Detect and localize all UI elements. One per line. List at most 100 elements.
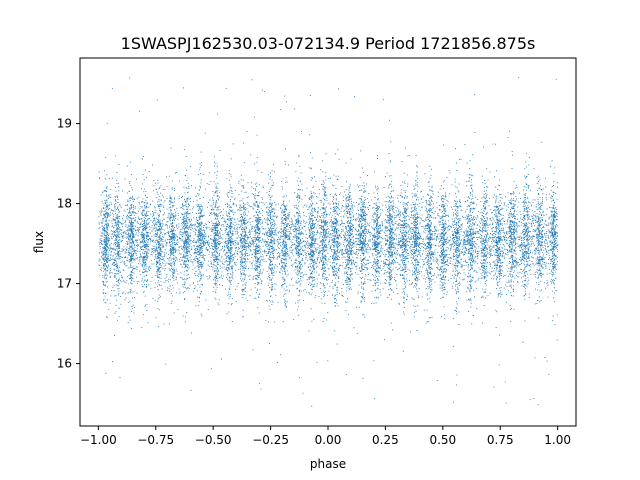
data-point [404,266,406,268]
data-point [349,214,351,216]
data-point [450,257,452,259]
data-point [349,205,351,207]
data-point [244,228,245,230]
data-point [511,287,513,289]
data-point [208,240,210,242]
data-point [137,220,139,222]
data-point [312,227,314,229]
data-point [268,203,270,205]
data-point [484,291,486,293]
data-point [458,311,460,313]
data-point [144,207,146,209]
data-point [510,251,512,253]
data-point [102,226,104,228]
data-point [161,258,163,260]
data-point [429,260,431,262]
data-point [175,276,177,278]
data-point [551,257,553,259]
data-point [415,255,417,257]
data-point [429,245,431,247]
data-point [165,264,167,266]
data-point [283,253,285,255]
data-point [554,211,556,213]
data-point [252,277,254,279]
data-point [120,240,122,242]
data-point [441,316,443,318]
data-point [333,246,335,248]
data-point [453,226,455,228]
data-point [105,247,107,249]
data-point [485,284,487,286]
data-point [362,259,364,261]
data-point [198,246,200,248]
data-point [194,234,196,236]
data-point [431,168,433,170]
data-point [321,214,323,216]
data-point [200,250,202,252]
data-point [311,238,313,240]
data-point [108,260,110,262]
data-point [259,273,261,275]
data-point [393,278,395,280]
data-point [335,264,337,266]
data-point [107,204,109,206]
data-point [229,255,231,257]
data-point [250,206,252,207]
data-point [439,234,441,236]
data-point [471,257,473,259]
data-point [203,231,205,233]
data-point [481,295,483,297]
data-point [311,240,313,242]
data-point [344,248,346,250]
data-point [255,250,256,252]
data-point [511,224,513,226]
data-point [455,244,457,246]
data-point [465,248,467,250]
data-point [381,252,383,254]
data-point [105,230,107,232]
data-point [163,218,165,220]
data-point [491,267,493,269]
data-point [261,172,263,174]
data-point [273,223,275,225]
data-point [337,206,339,208]
data-point [197,249,198,251]
data-point [453,221,455,223]
data-point [394,214,396,216]
data-point [522,254,524,256]
data-point [209,266,211,267]
data-point [183,244,185,246]
data-point [312,254,314,256]
data-point [310,226,312,227]
data-point [348,193,349,195]
data-point [329,246,331,248]
data-point [377,226,379,227]
data-point [472,245,474,247]
data-point [441,278,442,279]
data-point [314,234,315,236]
data-point [547,284,549,286]
data-point [420,198,422,200]
data-point [215,202,217,204]
data-point [224,228,226,230]
data-point [347,248,349,250]
data-point [256,264,258,266]
data-point [248,275,250,277]
data-point [130,215,132,217]
data-point [407,207,409,209]
data-point [469,211,471,213]
data-point [104,284,106,286]
data-point [552,215,554,217]
data-point [530,231,532,233]
data-point [293,262,295,264]
data-point [217,187,219,189]
data-point [416,184,418,186]
data-point [256,185,258,187]
data-point [134,251,136,253]
data-point [248,247,249,248]
data-point [237,259,239,261]
data-point [548,250,550,252]
data-point [140,246,142,248]
data-point [278,231,280,233]
data-point [297,222,299,224]
